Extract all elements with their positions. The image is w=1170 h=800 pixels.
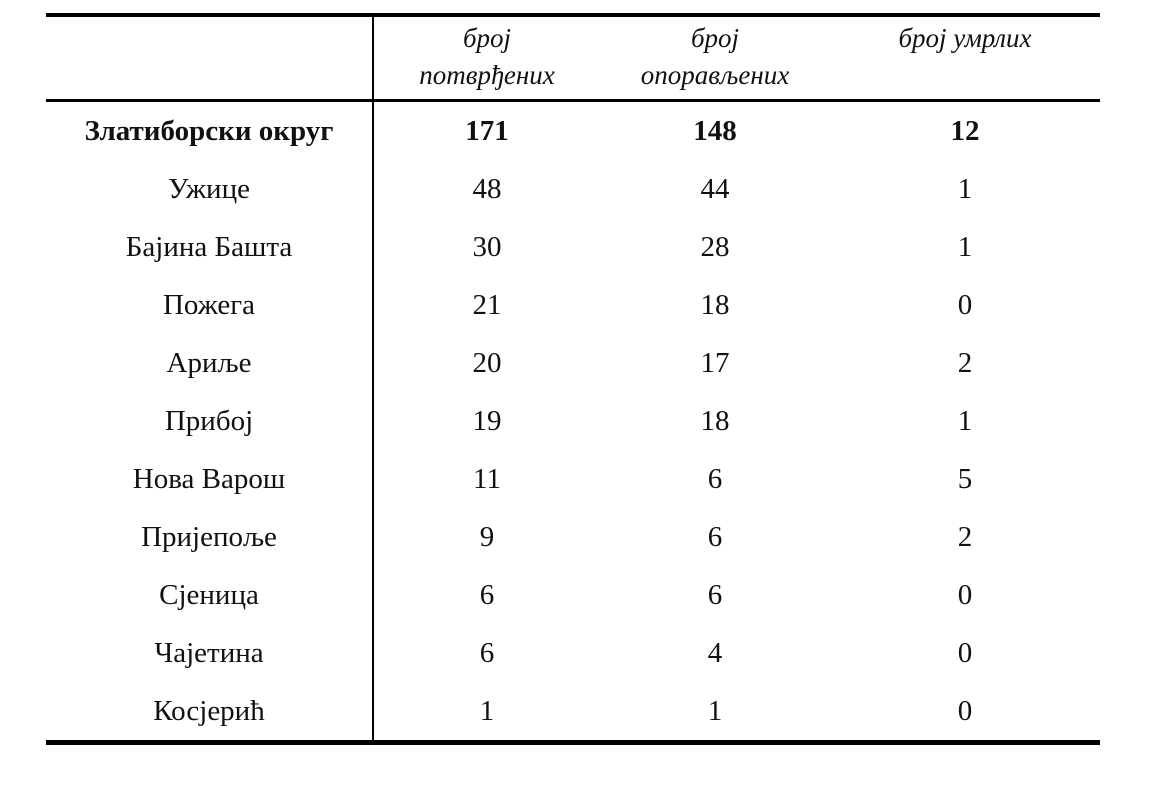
deaths-count: 2: [957, 346, 973, 379]
recovered-count: 18: [700, 404, 730, 437]
municipality-name: Прибој: [46, 392, 374, 450]
municipality-name: Сјеница: [46, 566, 374, 624]
table-row: Бајина Башта 30 28 1: [46, 218, 1100, 276]
deaths-count: 1: [957, 404, 973, 437]
confirmed-count: 11: [473, 462, 501, 495]
municipality-name: Ужице: [46, 160, 374, 218]
deaths-count: 5: [957, 462, 973, 495]
header-deaths-line1: број умрлих: [898, 23, 1032, 53]
table-row-district-total: Златиборски округ 171 148 12: [46, 100, 1100, 160]
recovered-count: 6: [707, 462, 723, 495]
recovered-count: 6: [707, 578, 723, 611]
table-row: Ужице 48 44 1: [46, 160, 1100, 218]
header-name-empty: [46, 15, 374, 102]
covid-statistics-table: број потврђених број опорављених број ум…: [46, 13, 1100, 745]
confirmed-count: 6: [479, 578, 495, 611]
municipality-name: Златиборски округ: [46, 100, 374, 160]
recovered-count: 148: [693, 114, 737, 147]
recovered-count: 6: [707, 520, 723, 553]
deaths-count: 2: [957, 520, 973, 553]
municipality-name: Бајина Башта: [46, 218, 374, 276]
municipality-name: Пријепоље: [46, 508, 374, 566]
table-row: Сјеница 6 6 0: [46, 566, 1100, 624]
confirmed-count: 30: [472, 230, 502, 263]
confirmed-count: 1: [479, 694, 495, 727]
table-row: Пријепоље 9 6 2: [46, 508, 1100, 566]
table-row: Нова Варош 11 6 5: [46, 450, 1100, 508]
deaths-count: 0: [957, 636, 973, 669]
deaths-count: 1: [957, 172, 973, 205]
deaths-count: 0: [957, 288, 973, 321]
table-header: број потврђених број опорављених број ум…: [46, 15, 1100, 102]
deaths-count: 0: [957, 578, 973, 611]
table-row: Прибој 19 18 1: [46, 392, 1100, 450]
municipality-name: Чајетина: [46, 624, 374, 682]
confirmed-count: 19: [472, 404, 502, 437]
table-row: Чајетина 6 4 0: [46, 624, 1100, 682]
deaths-count: 0: [957, 694, 973, 727]
recovered-count: 28: [700, 230, 730, 263]
municipality-name: Косјерић: [46, 682, 374, 743]
recovered-count: 1: [707, 694, 723, 727]
confirmed-count: 9: [479, 520, 495, 553]
municipality-name: Нова Варош: [46, 450, 374, 508]
header-row: број потврђених број опорављених број ум…: [46, 15, 1100, 102]
recovered-count: 4: [707, 636, 723, 669]
municipality-name: Ариље: [46, 334, 374, 392]
confirmed-count: 171: [465, 114, 509, 147]
confirmed-count: 20: [472, 346, 502, 379]
header-recovered-line1: број: [690, 23, 740, 53]
municipality-name: Пожега: [46, 276, 374, 334]
table-body: Златиборски округ 171 148 12 Ужице 48 44…: [46, 100, 1100, 743]
header-confirmed: број потврђених: [373, 15, 600, 102]
confirmed-count: 48: [472, 172, 502, 205]
header-recovered: број опорављених: [600, 15, 830, 102]
header-confirmed-line1: број: [462, 23, 512, 53]
recovered-count: 18: [700, 288, 730, 321]
header-deaths: број умрлих: [830, 15, 1100, 102]
recovered-count: 44: [700, 172, 730, 205]
confirmed-count: 21: [472, 288, 502, 321]
table-row: Косјерић 1 1 0: [46, 682, 1100, 743]
deaths-count: 1: [957, 230, 973, 263]
table-row: Пожега 21 18 0: [46, 276, 1100, 334]
table-row: Ариље 20 17 2: [46, 334, 1100, 392]
header-confirmed-line2: потврђених: [419, 60, 555, 90]
recovered-count: 17: [700, 346, 730, 379]
confirmed-count: 6: [479, 636, 495, 669]
deaths-count: 12: [950, 114, 980, 147]
header-recovered-line2: опорављених: [640, 60, 790, 90]
